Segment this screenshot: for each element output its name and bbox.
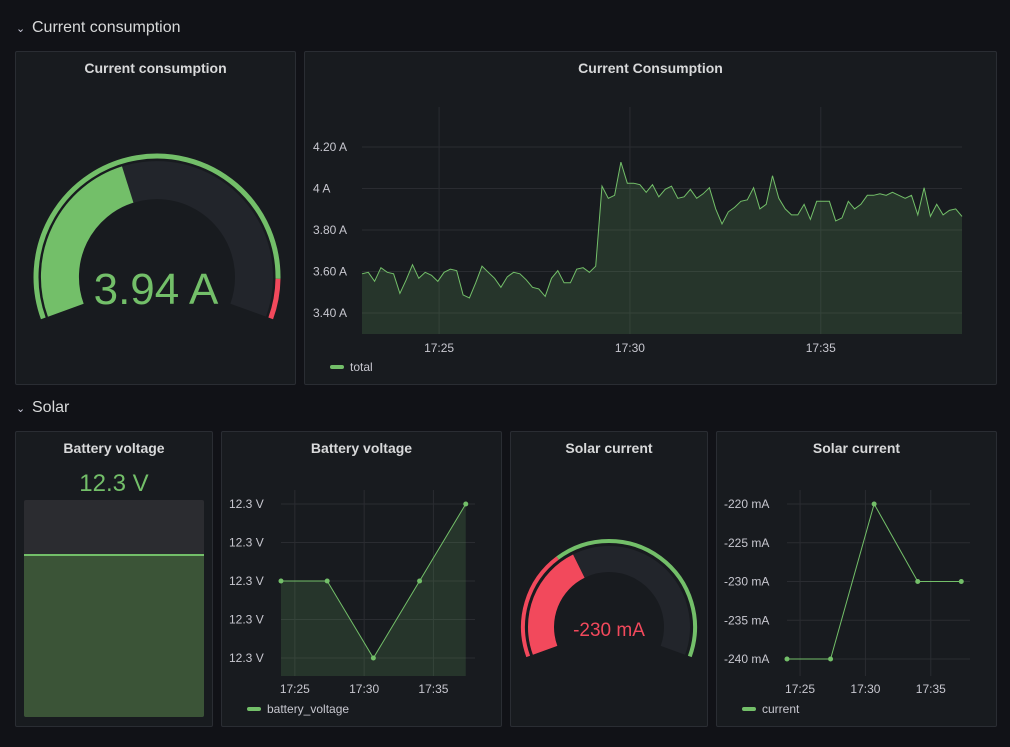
chart-solar[interactable]: -220 mA -225 mA -230 mA -235 mA -240 mA 17:25… — [717, 432, 997, 727]
legend-item-current[interactable]: current — [742, 702, 799, 716]
chart-consumption[interactable]: 4.20 A 4 A 3.80 A 3.60 A 3.40 A 17:25 17:30 17:… — [305, 52, 997, 385]
panel-gauge-solar[interactable]: Solar current -230 mA — [510, 431, 708, 727]
gauge-consumption: 3.94 A — [33, 153, 281, 320]
data-point — [417, 578, 423, 584]
gauge-solar: -230 mA — [521, 538, 697, 658]
panel-title: Battery voltage — [63, 440, 165, 456]
series-area — [362, 162, 962, 334]
x-tick-label: 17:30 — [349, 682, 379, 696]
x-tick-label: 17:35 — [916, 682, 946, 696]
data-point — [828, 656, 834, 662]
y-tick-label: -235 mA — [724, 613, 769, 627]
battery-bar-gauge — [24, 500, 204, 717]
gauge-value-band — [40, 166, 135, 317]
y-tick-label: -225 mA — [724, 536, 769, 550]
battery-value: 12.3 V — [79, 470, 149, 497]
x-tick-label: 17:25 — [785, 682, 815, 696]
y-tick-label: 4 A — [313, 182, 330, 196]
row-title: Current consumption — [32, 19, 181, 36]
data-point — [958, 579, 964, 584]
y-tick-label: 12.3 V — [229, 536, 264, 550]
y-tick-label: 3.80 A — [313, 223, 347, 237]
chevron-down-icon: ⌄ — [16, 402, 26, 415]
panel-gauge-consumption[interactable]: Current consumption 3.94 A — [15, 51, 296, 385]
panel-title: Battery voltage — [310, 440, 413, 456]
y-tick-label: 12.3 V — [229, 613, 264, 627]
x-tick-label: 17:30 — [850, 682, 880, 696]
panel-title: Current Consumption — [578, 60, 723, 76]
y-tick-label: 12.3 V — [229, 497, 264, 511]
y-tick-label: -220 mA — [724, 497, 769, 511]
gauge-value-band — [528, 554, 586, 655]
legend-swatch — [742, 707, 756, 711]
panel-title: Solar current — [812, 440, 901, 456]
panel-chart-consumption[interactable]: Current Consumption 4.20 A 4 A 3.80 A 3.60 … — [304, 51, 997, 385]
row-header-current-consumption[interactable]: ⌄ Current consumption — [16, 16, 181, 40]
x-tick-label: 17:30 — [615, 341, 645, 355]
row-title: Solar — [32, 399, 70, 416]
data-point — [324, 578, 330, 584]
x-tick-label: 17:25 — [424, 341, 454, 355]
panel-title: Current consumption — [84, 60, 227, 76]
data-point — [871, 501, 877, 507]
gauge-threshold-red — [268, 278, 281, 320]
panel-battery-stat[interactable]: Battery voltage 12.3 V — [15, 431, 213, 727]
y-tick-label: 4.20 A — [313, 140, 347, 154]
y-tick-label: 12.3 V — [229, 651, 264, 665]
y-tick-label: 3.40 A — [313, 306, 347, 320]
data-point — [278, 578, 284, 584]
gauge-value: -230 mA — [573, 620, 645, 641]
series-line — [361, 161, 963, 299]
data-point — [463, 501, 469, 507]
data-point — [784, 656, 790, 662]
y-tick-label: 3.60 A — [313, 265, 347, 279]
legend-label: current — [762, 702, 800, 716]
legend-item-total[interactable]: total — [330, 360, 373, 374]
panel-chart-solar[interactable]: Solar current -220 mA -225 mA -230 mA -235 … — [716, 431, 997, 727]
row-header-solar[interactable]: ⌄ Solar — [16, 396, 69, 420]
y-tick-label: -230 mA — [724, 575, 769, 589]
legend-item-battery-voltage[interactable]: battery_voltage — [247, 702, 349, 716]
gauge-value: 3.94 A — [94, 265, 219, 314]
legend-swatch — [330, 365, 344, 369]
panel-chart-battery[interactable]: Battery voltage 12.3 V 12.3 V 12.3 V 12.3 V… — [221, 431, 502, 727]
battery-bar-fill — [24, 554, 204, 717]
data-point — [915, 579, 921, 584]
chevron-down-icon: ⌄ — [16, 22, 26, 35]
gauge-threshold-green — [556, 538, 697, 658]
legend-swatch — [247, 707, 261, 711]
data-point — [370, 655, 376, 661]
x-tick-label: 17:35 — [806, 341, 836, 355]
x-tick-label: 17:35 — [418, 682, 448, 696]
x-tick-label: 17:25 — [280, 682, 310, 696]
gauge-threshold-red — [521, 556, 559, 658]
y-tick-label: -240 mA — [724, 652, 769, 666]
series-area — [281, 504, 466, 676]
gauge-threshold-green — [33, 153, 281, 320]
chart-battery[interactable]: 12.3 V 12.3 V 12.3 V 12.3 V 12.3 V 17:25 17:30… — [222, 432, 502, 727]
legend-label: total — [350, 360, 373, 374]
y-tick-label: 12.3 V — [229, 574, 264, 588]
panel-title: Solar current — [565, 440, 653, 456]
legend-label: battery_voltage — [267, 702, 350, 716]
